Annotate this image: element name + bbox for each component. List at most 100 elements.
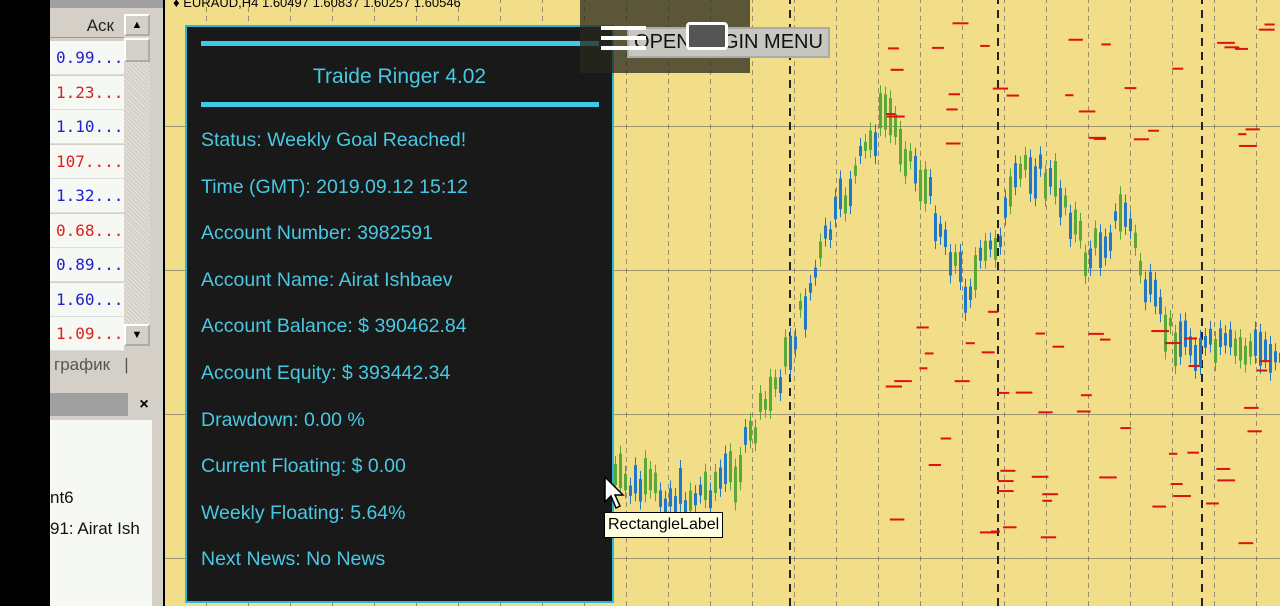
candle (829, 229, 832, 241)
candle (1179, 321, 1182, 357)
candle (664, 498, 667, 521)
level-mark (894, 380, 912, 383)
candle (1104, 236, 1107, 258)
panel-title-bar (50, 0, 178, 8)
candle (694, 493, 697, 506)
close-icon[interactable]: × (139, 396, 149, 413)
candle (789, 335, 792, 370)
market-watch-row[interactable]: 107.... (50, 144, 124, 179)
candle (689, 490, 692, 511)
level-mark (1006, 94, 1020, 97)
level-mark (1259, 360, 1271, 363)
level-mark (1031, 475, 1049, 478)
level-mark (1216, 467, 1231, 470)
candle (799, 301, 802, 310)
candle (739, 455, 742, 483)
candle (814, 267, 817, 278)
candle (979, 247, 982, 261)
candle (849, 178, 852, 207)
market-watch-row[interactable]: 0.89... (50, 248, 124, 282)
market-watch-row[interactable]: 0.99... (50, 41, 124, 75)
level-mark (1164, 342, 1182, 345)
candle (1054, 160, 1057, 197)
candle (944, 229, 947, 248)
open-login-menu-button[interactable]: OPEN LOGIN MENU (627, 27, 830, 58)
market-watch-scrollbar[interactable]: ▲ ▼ (124, 14, 150, 346)
candle (1274, 351, 1277, 363)
candle (844, 195, 847, 214)
candle (1154, 279, 1157, 307)
level-mark (1099, 476, 1117, 479)
candle (1139, 260, 1142, 276)
level-mark (997, 480, 1014, 483)
market-watch-row[interactable]: 0.68... (50, 213, 124, 248)
candle (1189, 336, 1192, 356)
level-mark (889, 518, 905, 521)
candle (624, 473, 627, 491)
market-watch-row[interactable]: 1.60... (50, 282, 124, 317)
candle (679, 467, 682, 504)
candle (794, 336, 797, 350)
candle (1144, 279, 1147, 303)
candle (704, 471, 707, 501)
level-mark (1088, 332, 1104, 335)
day-separator (789, 0, 791, 606)
candle (1159, 297, 1162, 315)
level-mark (916, 326, 929, 329)
panel-accent-bar (201, 102, 599, 107)
level-mark (1003, 526, 1017, 529)
candle (779, 377, 782, 394)
candle (1059, 188, 1062, 218)
level-mark (1080, 394, 1092, 397)
hamburger-menu-icon[interactable] (601, 26, 646, 50)
level-mark (980, 44, 990, 47)
scroll-thumb[interactable] (124, 38, 150, 62)
level-mark (931, 46, 944, 49)
market-watch-row[interactable]: 1.23... (50, 75, 124, 110)
level-mark (1168, 452, 1178, 455)
navigator-item[interactable]: 91: Airat Ish (50, 519, 140, 538)
market-watch-row[interactable]: 1.10... (50, 110, 124, 144)
candle (874, 132, 877, 157)
level-mark (885, 385, 902, 388)
level-mark (1042, 499, 1053, 502)
market-watch-row[interactable]: 1.09... (50, 317, 124, 351)
candle (1029, 157, 1032, 194)
level-mark (1088, 136, 1106, 139)
level-mark (887, 47, 899, 50)
tab-chart[interactable]: график | (54, 355, 129, 374)
candle (1049, 167, 1052, 187)
level-mark (1234, 47, 1248, 50)
candle (869, 130, 872, 150)
candle (1024, 154, 1027, 170)
candle (939, 223, 942, 237)
scroll-down-button[interactable]: ▼ (124, 324, 150, 346)
level-mark (886, 113, 896, 116)
candle (759, 393, 762, 412)
level-mark (1040, 536, 1057, 539)
level-mark (979, 531, 998, 534)
level-mark (945, 142, 961, 145)
panel-info-line: Drawdown: 0.00 % (201, 408, 365, 431)
panel-info-line: Weekly Floating: 5.64% (201, 501, 406, 524)
candle (784, 337, 787, 367)
scroll-up-button[interactable]: ▲ (124, 14, 150, 36)
candle (1034, 166, 1037, 199)
level-mark (1076, 410, 1091, 413)
navigator-item[interactable]: nt6 (50, 488, 74, 507)
candle (659, 490, 662, 507)
candle (934, 213, 937, 242)
market-watch-row[interactable]: 1.32... (50, 179, 124, 213)
level-mark (1224, 46, 1240, 49)
level-mark (1099, 338, 1111, 341)
candle (884, 94, 887, 130)
candle (1039, 154, 1042, 169)
candle (1239, 337, 1242, 361)
navigator-title-bar (50, 393, 128, 416)
ask-column-header[interactable]: Аск (50, 14, 124, 38)
keyboard-icon[interactable] (686, 22, 728, 50)
candle (1099, 232, 1102, 268)
level-mark (1247, 430, 1262, 433)
candle (1149, 271, 1152, 295)
panel-info-line: Next News: No News (201, 548, 386, 571)
